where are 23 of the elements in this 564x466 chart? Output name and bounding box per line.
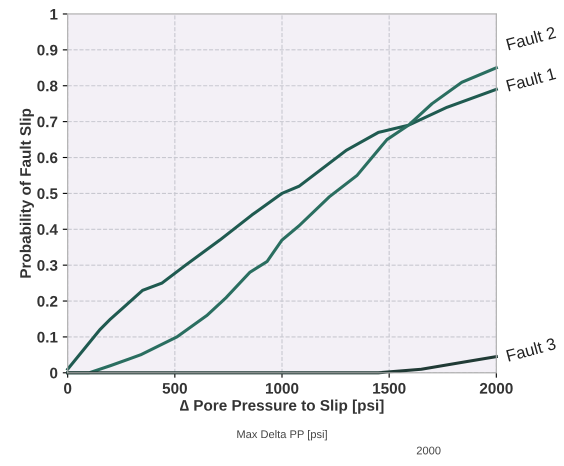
y-axis-title: Probability of Fault Slip <box>20 108 34 278</box>
y-tick-label: 0.8 <box>37 80 58 92</box>
y-tick-label: 0.4 <box>37 224 58 235</box>
text: 2000 <box>416 446 441 454</box>
x-axis-title: ∆ Pore Pressure to Slip [psi] <box>180 400 384 414</box>
text: Fault 2 <box>506 26 556 50</box>
x-tick-label: 1000 <box>266 382 298 394</box>
text: Fault 3 <box>506 337 556 362</box>
y-tick-label: 0.9 <box>37 44 58 56</box>
x-tick-label: 0 <box>64 382 72 394</box>
y-tick-label: 1 <box>50 9 58 20</box>
y-tick-label: 0.2 <box>37 296 58 307</box>
y-tick-label: 0.3 <box>37 260 58 271</box>
y-tick-label: 0.7 <box>37 116 58 128</box>
y-tick-label: 0.5 <box>37 188 58 200</box>
x-tick-label: 500 <box>162 382 187 394</box>
y-tick-label: 0.1 <box>37 332 58 343</box>
x-tick-label: 2000 <box>480 382 513 394</box>
y-tick-label: 0.6 <box>37 152 58 164</box>
y-tick-label: 0 <box>50 368 58 378</box>
text: Fault 1 <box>506 67 556 92</box>
x-tick-label: 1500 <box>373 382 406 394</box>
text: Max Delta PP [psi] <box>237 430 327 440</box>
